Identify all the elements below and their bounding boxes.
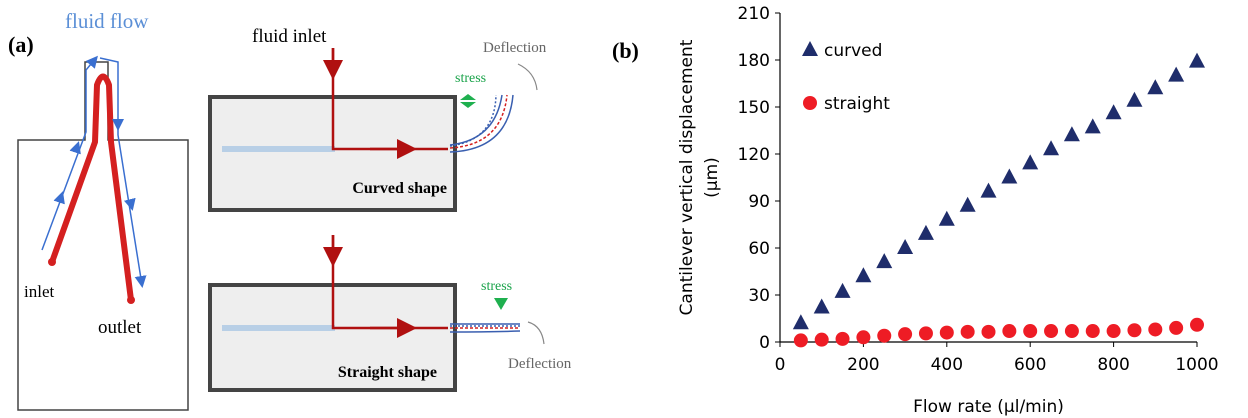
data-point [981, 324, 996, 339]
device-outline [17, 61, 189, 411]
data-point [1106, 324, 1121, 339]
data-point [855, 267, 872, 283]
x-tick-label: 200 [847, 355, 879, 375]
data-point [876, 253, 893, 269]
outlet-port [127, 296, 135, 304]
data-point [1002, 324, 1017, 339]
y-tick-label: 120 [738, 145, 770, 165]
data-point [1190, 317, 1204, 332]
data-point [939, 325, 954, 340]
x-tick-label: 0 [775, 355, 786, 375]
outlet-label: outlet [98, 317, 142, 338]
deflection-label: Deflection [483, 40, 547, 56]
deflection-arrow [527, 321, 545, 345]
data-point [1147, 79, 1164, 95]
y-tick-label: 0 [759, 333, 770, 353]
data-point [959, 196, 976, 212]
data-point [1085, 324, 1100, 339]
x-tick-label: 600 [1014, 355, 1046, 375]
data-point [918, 326, 933, 341]
data-point [1126, 91, 1143, 107]
data-point [917, 224, 934, 240]
data-point [814, 332, 829, 347]
fluid-inlet-label: fluid inlet [252, 26, 327, 47]
flow-arrows [41, 55, 147, 288]
legend-label: straight [824, 94, 890, 114]
panel-label: (a) [8, 32, 34, 57]
data-point [1148, 322, 1163, 337]
data-point [877, 328, 892, 343]
data-point [1105, 104, 1122, 120]
y-axis-label: (μm) [702, 157, 722, 198]
deflection-arrow [517, 63, 538, 91]
deflection-label: Deflection [508, 356, 572, 372]
stress-label: stress [481, 279, 512, 294]
panel-label: (b) [612, 38, 639, 63]
y-tick-label: 210 [738, 4, 770, 24]
data-point [1064, 324, 1079, 339]
data-point [1043, 140, 1060, 156]
data-point [960, 324, 975, 339]
x-tick-label: 400 [931, 355, 963, 375]
x-tick-label: 1000 [1175, 355, 1218, 375]
data-point [1001, 168, 1018, 184]
data-point [1044, 324, 1059, 339]
y-tick-label: 180 [738, 51, 770, 71]
data-point [1023, 324, 1038, 339]
data-point [897, 239, 914, 254]
data-point [1063, 126, 1080, 142]
data-point [813, 298, 830, 314]
curved-cantilever [449, 94, 514, 153]
panel-a: (a) fluid flow inlet outlet fluid inlet … [8, 9, 572, 411]
inlet-label: inlet [24, 282, 54, 301]
data-point [938, 210, 955, 226]
y-axis-label: Cantilever vertical displacement [677, 39, 697, 315]
y-tick-label: 30 [748, 286, 770, 306]
inlet-port [48, 258, 56, 266]
data-point [1084, 118, 1101, 134]
data-point [1022, 154, 1039, 170]
straight-cantilever [449, 323, 521, 333]
data-point [1168, 66, 1185, 82]
data-point [980, 182, 997, 198]
stress-label: stress [455, 71, 486, 86]
stress-arrow [460, 94, 476, 108]
data-point [834, 282, 851, 298]
x-tick-label: 800 [1097, 355, 1129, 375]
caption: Straight shape [338, 364, 437, 381]
flow-label: fluid flow [65, 9, 149, 33]
y-tick-label: 90 [748, 192, 770, 212]
y-tick-label: 60 [748, 239, 770, 259]
caption: Curved shape [352, 180, 447, 197]
y-tick-label: 150 [738, 98, 770, 118]
data-point [898, 327, 913, 342]
x-axis-label: Flow rate (μl/min) [913, 397, 1064, 417]
channel [49, 73, 134, 301]
data-point [856, 330, 871, 345]
data-point [835, 331, 850, 346]
data-point [792, 314, 809, 330]
stress-arrow [494, 298, 508, 310]
data-point [793, 333, 808, 348]
data-point [1127, 323, 1142, 338]
legend-marker [802, 41, 818, 56]
legend-marker [803, 96, 817, 110]
data-point [1169, 320, 1184, 335]
data-point [1189, 52, 1205, 68]
legend-label: curved [824, 41, 882, 61]
